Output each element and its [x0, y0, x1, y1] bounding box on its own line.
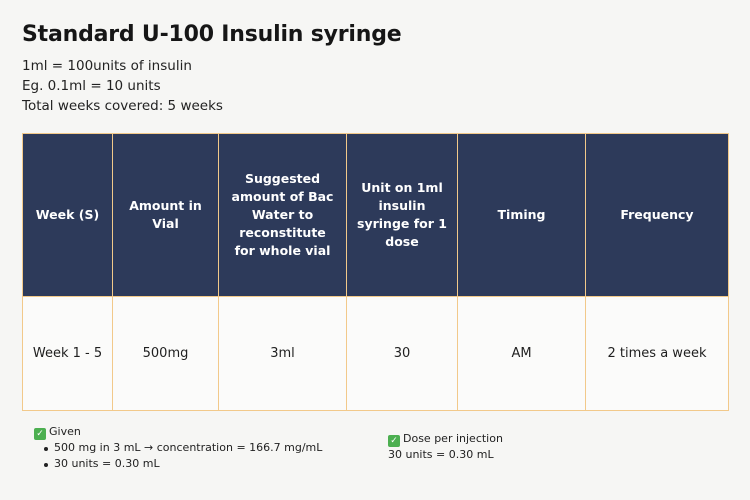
info-line-example: Eg. 0.1ml = 10 units — [22, 78, 161, 94]
cell-frequency: 2 times a week — [585, 296, 729, 411]
list-item: 30 units = 0.30 mL — [43, 457, 322, 473]
cell-week: Week 1 - 5 — [22, 296, 113, 411]
dose-notes: ✓ Dose per injection 30 units = 0.30 mL — [388, 432, 503, 464]
given-heading: ✓ Given — [34, 425, 322, 441]
column-header-amount: Amount in Vial — [112, 133, 219, 297]
info-line-units: 1ml = 100units of insulin — [22, 58, 192, 74]
given-label: Given — [49, 425, 81, 438]
cell-timing: AM — [457, 296, 586, 411]
cell-amount: 500mg — [112, 296, 219, 411]
cell-bac-water: 3ml — [218, 296, 347, 411]
dosing-table: Week (S) Amount in Vial Suggested amount… — [22, 133, 729, 411]
table-header-row: Week (S) Amount in Vial Suggested amount… — [22, 133, 729, 297]
info-line-weeks: Total weeks covered: 5 weeks — [22, 98, 223, 114]
column-header-frequency: Frequency — [585, 133, 729, 297]
check-mark-icon: ✓ — [388, 435, 400, 447]
dose-label: Dose per injection — [403, 432, 503, 445]
given-notes: ✓ Given 500 mg in 3 mL → concentration = … — [34, 425, 322, 473]
column-header-week: Week (S) — [22, 133, 113, 297]
given-list: 500 mg in 3 mL → concentration = 166.7 m… — [34, 441, 322, 473]
list-item: 500 mg in 3 mL → concentration = 166.7 m… — [43, 441, 322, 457]
column-header-units: Unit on 1ml insulin syringe for 1 dose — [346, 133, 458, 297]
dose-value: 30 units = 0.30 mL — [388, 448, 494, 461]
column-header-timing: Timing — [457, 133, 586, 297]
page-title: Standard U-100 Insulin syringe — [22, 22, 402, 47]
check-mark-icon: ✓ — [34, 428, 46, 440]
cell-units: 30 — [346, 296, 458, 411]
dose-heading: ✓ Dose per injection — [388, 432, 503, 448]
column-header-bac-water: Suggested amount of Bac Water to reconst… — [218, 133, 347, 297]
table-row: Week 1 - 5 500mg 3ml 30 AM 2 times a wee… — [22, 296, 729, 411]
